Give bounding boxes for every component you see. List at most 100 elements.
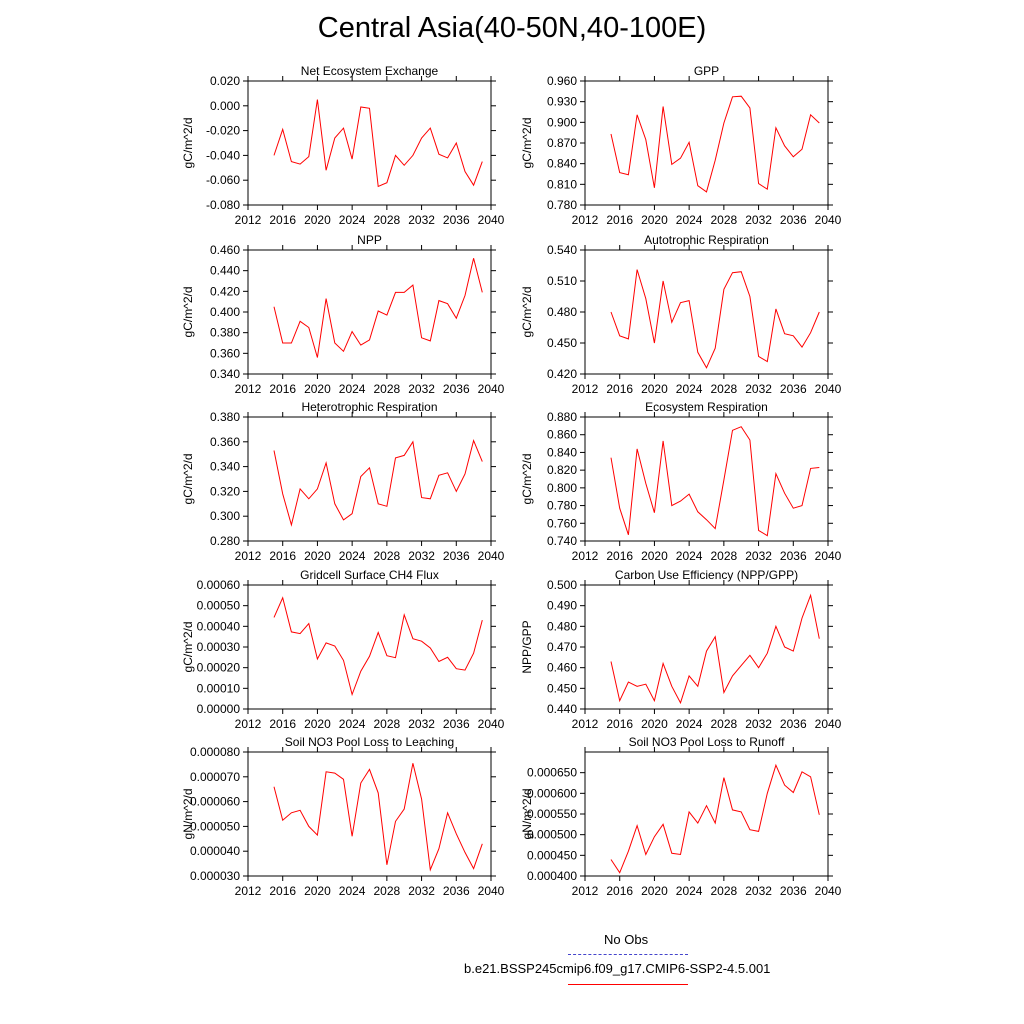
x-tick-label: 2036 xyxy=(780,717,807,731)
figure-title: Central Asia(40-50N,40-100E) xyxy=(317,12,707,44)
y-tick-label: 0.000450 xyxy=(527,848,577,862)
y-tick-label: 0.000070 xyxy=(190,770,240,784)
y-tick-label: 0.000600 xyxy=(527,786,577,800)
y-axis-label: gC/m^2/d xyxy=(181,454,195,505)
x-tick-label: 2036 xyxy=(443,382,470,396)
x-tick-label: 2028 xyxy=(711,549,738,563)
y-tick-label: 0.00030 xyxy=(197,640,241,654)
chart-panel-2: NPP gC/m^2/d 0.460 0.440 0.420 0.400 0.380 0.36… xyxy=(181,233,505,396)
y-tick-label: 0.460 xyxy=(210,243,240,257)
series-line xyxy=(273,763,483,872)
x-tick-label: 2020 xyxy=(641,884,668,898)
y-tick-label: -0.080 xyxy=(206,198,240,212)
x-tick-label: 2016 xyxy=(269,549,296,563)
y-tick-label: 0.340 xyxy=(210,460,240,474)
x-tick-label: 2028 xyxy=(374,213,401,227)
x-tick-label: 2012 xyxy=(572,884,599,898)
x-tick-label: 2024 xyxy=(339,549,366,563)
y-tick-label: 0.460 xyxy=(547,661,577,675)
y-tick-label: 0.360 xyxy=(210,435,240,449)
plot-frame xyxy=(584,751,829,877)
x-tick-label: 2032 xyxy=(408,549,435,563)
x-tick-label: 2040 xyxy=(478,717,505,731)
y-tick-label: 0.960 xyxy=(547,74,577,88)
x-tick-label: 2012 xyxy=(235,717,262,731)
x-tick-label: 2020 xyxy=(641,213,668,227)
y-tick-label: 0.480 xyxy=(547,619,577,633)
y-tick-label: -0.060 xyxy=(206,173,240,187)
x-tick-label: 2040 xyxy=(478,884,505,898)
chart-panel-6: Gridcell Surface CH4 Flux gC/m^2/d 0.00060… xyxy=(181,568,505,731)
x-tick-label: 2036 xyxy=(780,884,807,898)
x-tick-label: 2032 xyxy=(408,382,435,396)
x-tick-label: 2032 xyxy=(408,884,435,898)
y-tick-label: 0.480 xyxy=(547,305,577,319)
series-line xyxy=(273,596,483,697)
series-line xyxy=(610,269,820,369)
y-tick-label: 0.00020 xyxy=(197,661,241,675)
y-tick-label: 0.00060 xyxy=(197,578,241,592)
x-tick-label: 2040 xyxy=(815,549,842,563)
y-tick-label: 0.000040 xyxy=(190,844,240,858)
x-tick-label: 2016 xyxy=(269,382,296,396)
x-tick-label: 2016 xyxy=(269,884,296,898)
plot-frame xyxy=(247,416,492,542)
y-axis-label: gC/m^2/d xyxy=(520,118,534,169)
x-tick-label: 2012 xyxy=(572,213,599,227)
y-tick-label: 0.420 xyxy=(547,367,577,381)
y-tick-label: 0.450 xyxy=(547,336,577,350)
x-tick-label: 2036 xyxy=(443,213,470,227)
y-tick-label: 0.000060 xyxy=(190,795,240,809)
y-tick-label: 0.300 xyxy=(210,509,240,523)
panel-title: Ecosystem Respiration xyxy=(645,400,768,414)
y-tick-label: 0.440 xyxy=(210,264,240,278)
x-tick-label: 2028 xyxy=(374,717,401,731)
plot-frame xyxy=(247,751,492,877)
panel-title: Soil NO3 Pool Loss to Runoff xyxy=(629,735,786,749)
y-axis-label: gC/m^2/d xyxy=(181,287,195,338)
y-tick-label: 0.870 xyxy=(547,136,577,150)
y-tick-label: 0.000030 xyxy=(190,869,240,883)
x-tick-label: 2032 xyxy=(745,382,772,396)
x-tick-label: 2012 xyxy=(572,382,599,396)
y-tick-label: 0.320 xyxy=(210,484,240,498)
y-tick-label: -0.020 xyxy=(206,124,240,138)
y-tick-label: 0.760 xyxy=(547,516,577,530)
y-tick-label: 0.380 xyxy=(210,410,240,424)
panel-title: Autotrophic Respiration xyxy=(644,233,769,247)
y-tick-label: 0.020 xyxy=(210,74,240,88)
y-axis-label: NPP/GPP xyxy=(520,620,534,673)
x-tick-label: 2032 xyxy=(745,884,772,898)
y-tick-label: 0.900 xyxy=(547,115,577,129)
y-tick-label: 0.740 xyxy=(547,534,577,548)
x-tick-label: 2024 xyxy=(676,213,703,227)
x-tick-label: 2012 xyxy=(235,549,262,563)
chart-panel-3: Autotrophic Respiration gC/m^2/d 0.540 0.51… xyxy=(520,233,842,396)
x-tick-label: 2036 xyxy=(780,382,807,396)
y-axis-label: gC/m^2/d xyxy=(181,118,195,169)
series-line xyxy=(273,439,483,527)
series-line xyxy=(273,258,483,358)
chart-panel-4: Heterotrophic Respiration gC/m^2/d 0.380 0.… xyxy=(181,400,505,563)
x-tick-label: 2040 xyxy=(815,382,842,396)
plot-frame xyxy=(584,249,829,375)
y-tick-label: 0.000650 xyxy=(527,766,577,780)
x-tick-label: 2040 xyxy=(478,382,505,396)
y-tick-label: 0.000400 xyxy=(527,869,577,883)
x-tick-label: 2024 xyxy=(676,884,703,898)
y-tick-label: 0.510 xyxy=(547,274,577,288)
series-line xyxy=(610,426,820,537)
x-tick-label: 2032 xyxy=(745,213,772,227)
panel-title: Carbon Use Efficiency (NPP/GPP) xyxy=(615,568,798,582)
panel-title: Gridcell Surface CH4 Flux xyxy=(300,568,439,582)
y-tick-label: 0.000 xyxy=(210,99,240,113)
x-tick-label: 2024 xyxy=(676,382,703,396)
y-tick-label: 0.780 xyxy=(547,499,577,513)
y-tick-label: 0.000500 xyxy=(527,828,577,842)
x-tick-label: 2012 xyxy=(235,382,262,396)
y-tick-label: 0.340 xyxy=(210,367,240,381)
x-tick-label: 2012 xyxy=(235,884,262,898)
y-tick-label: 0.930 xyxy=(547,95,577,109)
x-tick-label: 2036 xyxy=(443,884,470,898)
plot-frame xyxy=(584,584,829,710)
